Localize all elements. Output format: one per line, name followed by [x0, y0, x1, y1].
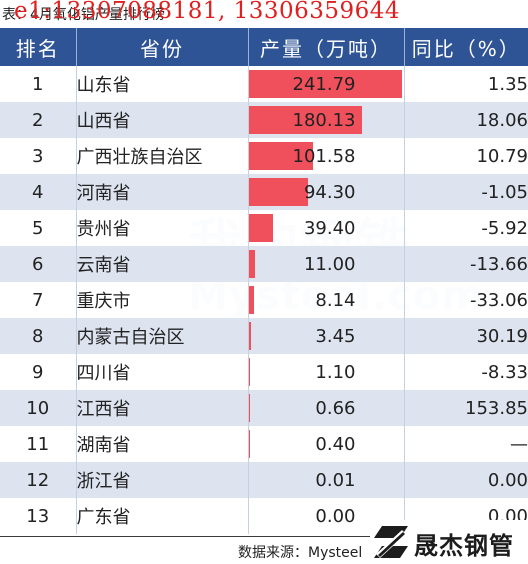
rank-cell: 5 [0, 210, 76, 246]
data-source-text: 数据来源：Mysteel [238, 542, 362, 562]
province-cell: 湖南省 [76, 426, 248, 462]
phone-overlay-text: e1:13307088181, 13306359644 [14, 0, 400, 24]
rank-cell: 10 [0, 390, 76, 426]
output-cell: 94.30 [248, 174, 404, 210]
output-bar [249, 250, 256, 278]
province-cell: 内蒙古自治区 [76, 318, 248, 354]
table-header-row: 排名 省份 产量（万吨） 同比（%） [0, 28, 528, 66]
logo-mark-icon [372, 524, 410, 560]
yoy-cell: -1.05 [404, 174, 528, 210]
logo-text: 晟杰钢管 [414, 526, 514, 561]
province-cell: 四川省 [76, 354, 248, 390]
rank-cell: 1 [0, 66, 76, 102]
output-cell: 101.58 [248, 138, 404, 174]
province-cell: 浙江省 [76, 462, 248, 498]
yoy-cell: 30.19 [404, 318, 528, 354]
rank-cell: 11 [0, 426, 76, 462]
output-value: 11.00 [304, 254, 404, 275]
output-value: 39.40 [304, 218, 404, 239]
yoy-cell: -8.33 [404, 354, 528, 390]
yoy-cell: 18.06 [404, 102, 528, 138]
province-cell: 重庆市 [76, 282, 248, 318]
output-value: 1.10 [315, 362, 403, 383]
output-cell: 0.01 [248, 462, 404, 498]
province-cell: 江西省 [76, 390, 248, 426]
rank-cell: 13 [0, 498, 76, 534]
output-value: 241.79 [293, 74, 404, 95]
company-logo: 晟杰钢管 [370, 520, 528, 563]
output-cell: 11.00 [248, 246, 404, 282]
yoy-cell: -5.92 [404, 210, 528, 246]
rank-cell: 3 [0, 138, 76, 174]
yoy-cell: — [404, 426, 528, 462]
output-cell: 0.66 [248, 390, 404, 426]
yoy-cell: 10.79 [404, 138, 528, 174]
rank-cell: 7 [0, 282, 76, 318]
output-cell: 39.40 [248, 210, 404, 246]
output-cell: 3.45 [248, 318, 404, 354]
column-header-province: 省份 [76, 28, 248, 66]
output-cell: 241.79 [248, 66, 404, 102]
rank-cell: 2 [0, 102, 76, 138]
output-cell: 1.10 [248, 354, 404, 390]
rank-cell: 4 [0, 174, 76, 210]
province-cell: 广西壮族自治区 [76, 138, 248, 174]
province-cell: 广东省 [76, 498, 248, 534]
yoy-cell: 1.35 [404, 66, 528, 102]
yoy-cell: 0.00 [404, 462, 528, 498]
output-value: 3.45 [315, 326, 403, 347]
rank-cell: 12 [0, 462, 76, 498]
province-cell: 贵州省 [76, 210, 248, 246]
yoy-cell: -33.06 [404, 282, 528, 318]
province-cell: 山西省 [76, 102, 248, 138]
output-cell: 0.40 [248, 426, 404, 462]
province-cell: 山东省 [76, 66, 248, 102]
output-value: 180.13 [293, 110, 404, 131]
output-bar [249, 358, 250, 386]
output-value: 101.58 [293, 146, 404, 167]
rank-cell: 9 [0, 354, 76, 390]
output-value: 8.14 [315, 290, 403, 311]
province-cell: 河南省 [76, 174, 248, 210]
output-cell: 180.13 [248, 102, 404, 138]
output-value: 0.40 [315, 434, 403, 455]
output-value: 94.30 [304, 182, 404, 203]
output-value: 0.01 [315, 470, 403, 491]
yoy-cell: 153.85 [404, 390, 528, 426]
rank-cell: 6 [0, 246, 76, 282]
yoy-cell: -13.66 [404, 246, 528, 282]
output-bar [249, 178, 309, 206]
output-cell: 8.14 [248, 282, 404, 318]
output-value: 0.66 [315, 398, 403, 419]
province-cell: 云南省 [76, 246, 248, 282]
rank-cell: 8 [0, 318, 76, 354]
output-bar [249, 322, 251, 350]
output-bar [249, 286, 254, 314]
column-header-yoy: 同比（%） [404, 28, 528, 66]
column-header-rank: 排名 [0, 28, 76, 66]
column-header-output: 产量（万吨） [248, 28, 404, 66]
output-bar [249, 214, 274, 242]
